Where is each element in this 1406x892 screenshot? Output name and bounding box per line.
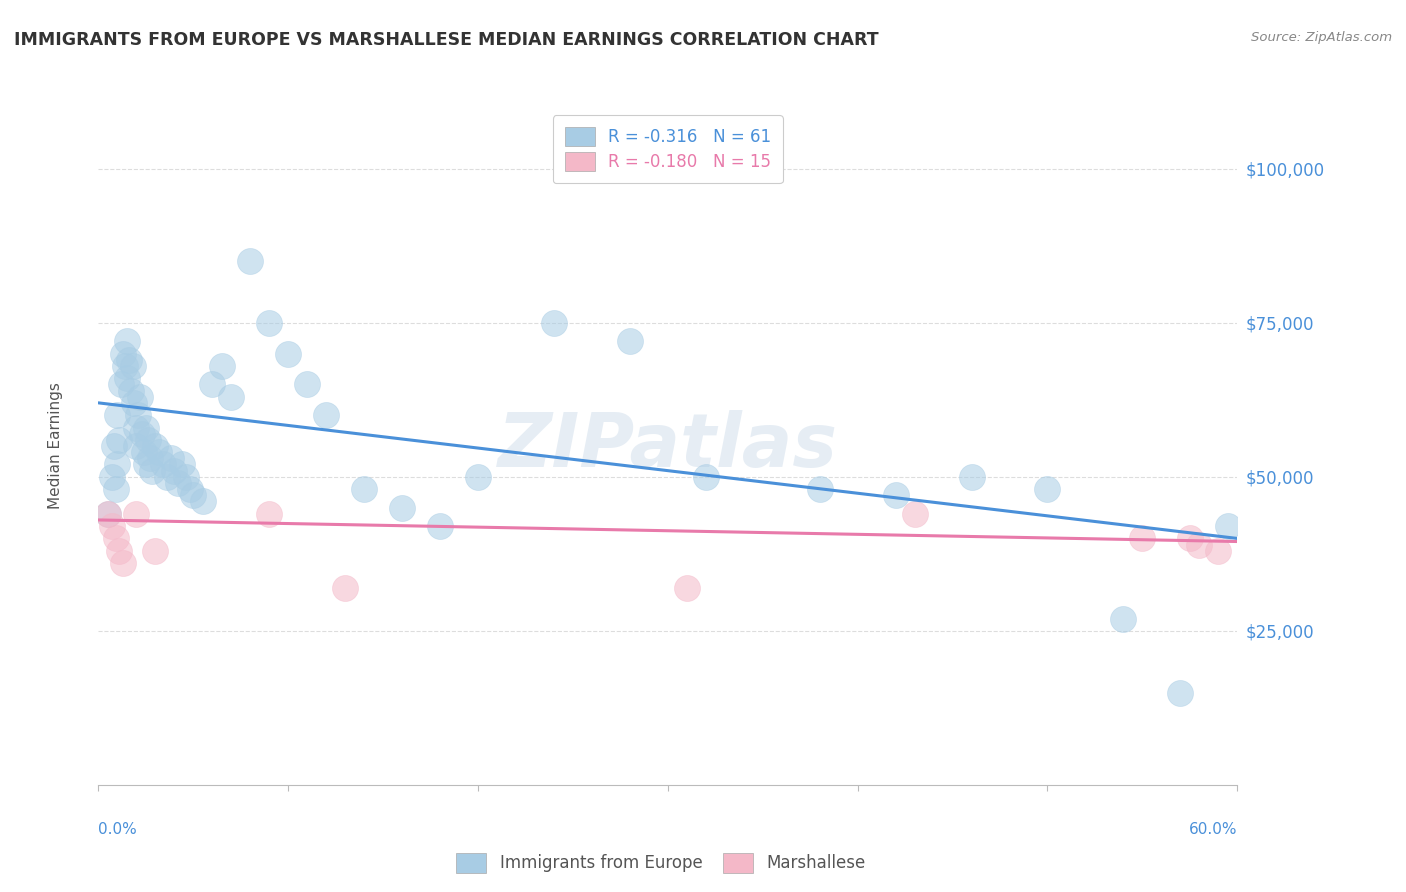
Point [114,359,136,373]
Point [167,475,190,490]
Text: 0.0%: 0.0% [98,822,138,838]
Point [108,433,131,447]
Point [391,500,413,515]
Point [808,482,831,496]
Point [97,507,120,521]
Point [125,507,148,521]
Point [467,470,489,484]
Point [163,464,186,478]
Text: Median Earnings: Median Earnings [48,383,63,509]
Point [100,470,122,484]
Text: IMMIGRANTS FROM EUROPE VS MARSHALLESE MEDIAN EARNINGS CORRELATION CHART: IMMIGRANTS FROM EUROPE VS MARSHALLESE ME… [14,31,879,49]
Point [1112,611,1135,625]
Point [297,377,319,392]
Point [127,408,149,422]
Point [353,482,375,496]
Point [107,408,129,422]
Text: ZIPatlas: ZIPatlas [498,409,838,483]
Point [904,507,927,521]
Point [145,543,167,558]
Point [259,316,281,330]
Point [159,451,181,466]
Point [429,519,451,533]
Point [676,581,699,595]
Text: Source: ZipAtlas.com: Source: ZipAtlas.com [1251,31,1392,45]
Point [543,316,565,330]
Point [211,359,233,373]
Point [239,254,262,268]
Point [125,420,148,434]
Point [135,458,157,472]
Point [100,519,122,533]
Point [121,359,143,373]
Point [170,458,193,472]
Point [132,445,155,459]
Point [1188,538,1211,552]
Legend: R = -0.316   N = 61, R = -0.180   N = 15: R = -0.316 N = 61, R = -0.180 N = 15 [553,115,783,183]
Point [277,346,299,360]
Point [1216,519,1239,533]
Legend: Immigrants from Europe, Marshallese: Immigrants from Europe, Marshallese [450,847,872,880]
Point [191,494,214,508]
Point [156,470,179,484]
Point [110,377,132,392]
Point [695,470,717,484]
Point [120,384,142,398]
Point [112,346,135,360]
Point [315,408,337,422]
Point [129,390,152,404]
Point [141,464,163,478]
Point [103,439,125,453]
Point [1170,685,1192,699]
Point [183,488,205,502]
Point [124,396,146,410]
Point [107,458,129,472]
Point [138,451,160,466]
Point [174,470,197,484]
Point [108,543,131,558]
Point [115,371,138,385]
Point [131,426,153,441]
Point [125,439,148,453]
Point [112,556,135,570]
Point [145,439,167,453]
Point [884,488,907,502]
Point [1178,532,1201,546]
Point [118,352,141,367]
Point [335,581,357,595]
Point [201,377,224,392]
Point [221,390,243,404]
Point [148,445,170,459]
Point [115,334,138,349]
Point [960,470,983,484]
Point [619,334,641,349]
Point [135,420,157,434]
Text: 60.0%: 60.0% [1189,822,1237,838]
Point [1208,543,1230,558]
Point [136,433,159,447]
Point [152,458,174,472]
Point [104,532,127,546]
Point [104,482,127,496]
Point [259,507,281,521]
Point [1132,532,1154,546]
Point [97,507,120,521]
Point [1036,482,1059,496]
Point [179,482,201,496]
